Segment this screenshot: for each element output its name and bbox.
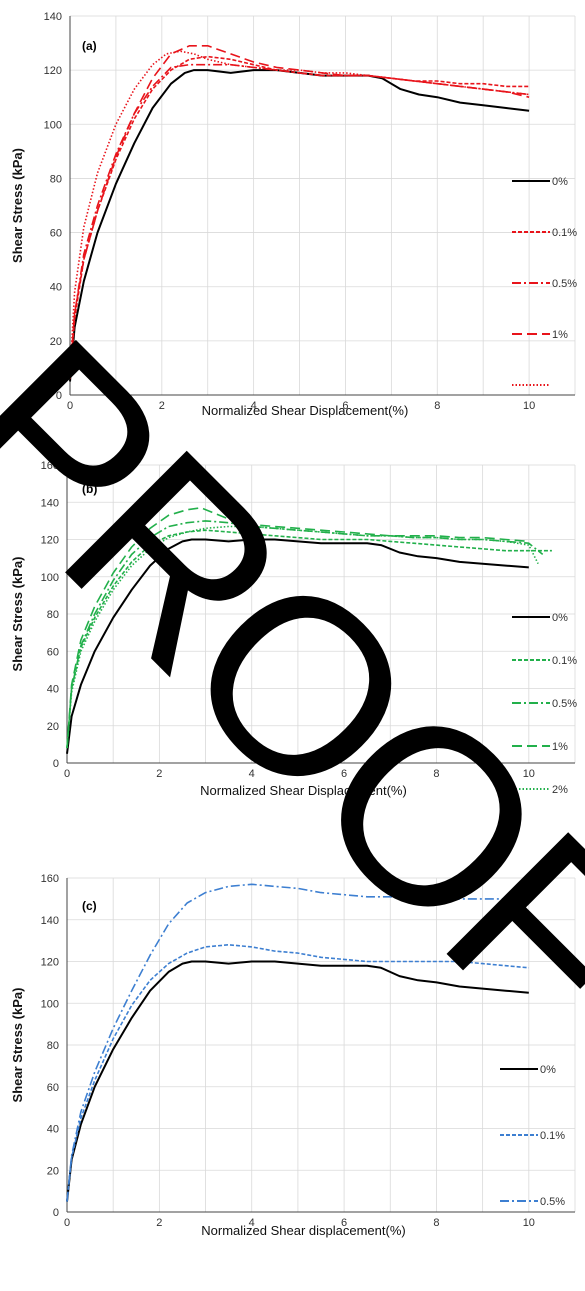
x-axis-label: Normalized Shear Displacement(%): [202, 403, 409, 418]
series-line-2: [66, 883, 529, 1202]
series-line-3: [66, 507, 529, 749]
legend-label-1: 0.1%: [552, 655, 577, 667]
y-tick-label: 40: [50, 282, 62, 294]
y-tick-label: 40: [47, 684, 59, 696]
x-tick-label: 0: [67, 400, 73, 412]
x-tick-label: 8: [434, 400, 440, 412]
x-tick-label: 6: [342, 400, 348, 412]
y-tick-label: 80: [50, 173, 62, 185]
y-tick-label: 20: [47, 721, 59, 733]
x-tick-label: 10: [523, 400, 535, 412]
series-line-0: [69, 69, 530, 382]
x-tick-label: 2: [156, 1217, 162, 1229]
y-tick-label: 0: [56, 390, 62, 402]
y-tick-label: 140: [41, 915, 59, 927]
legend-label-0: 0%: [552, 612, 568, 624]
legend-label-2: 0.5%: [540, 1196, 565, 1208]
y-tick-label: 60: [47, 1082, 59, 1094]
legend-label-3: 1%: [552, 329, 568, 341]
y-tick-label: 100: [41, 998, 59, 1010]
y-tick-label: 20: [50, 336, 62, 348]
y-tick-label: 100: [44, 119, 62, 131]
y-tick-label: 60: [47, 646, 59, 658]
y-tick-label: 120: [44, 65, 62, 77]
y-tick-label: 140: [44, 11, 62, 23]
x-tick-label: 4: [251, 400, 257, 412]
x-tick-label: 4: [249, 768, 255, 780]
x-tick-label: 8: [433, 768, 439, 780]
x-tick-label: 8: [433, 1217, 439, 1229]
legend-label-2: 0.5%: [552, 278, 577, 290]
series-line-4: [69, 50, 530, 374]
x-tick-label: 10: [523, 1217, 535, 1229]
panel-label: (b): [82, 482, 97, 496]
x-tick-label: 0: [64, 768, 70, 780]
panel-label: (c): [82, 899, 97, 913]
x-tick-label: 0: [64, 1217, 70, 1229]
y-axis-label: Shear Stress (kPa): [10, 148, 25, 263]
series-line-1: [66, 529, 552, 749]
legend-label-2: 0.5%: [552, 698, 577, 710]
legend-label-1: 0.1%: [540, 1130, 565, 1142]
series-line-1: [66, 944, 529, 1202]
y-axis-label: Shear Stress (kPa): [10, 557, 25, 672]
y-tick-label: 0: [53, 758, 59, 770]
y-tick-label: 100: [41, 572, 59, 584]
y-tick-label: 160: [41, 460, 59, 472]
y-tick-label: 120: [41, 957, 59, 969]
x-axis-label: Normalized Shear displacement(%): [201, 1223, 405, 1238]
y-tick-label: 160: [41, 873, 59, 885]
y-tick-label: 80: [47, 609, 59, 621]
legend-label-4: 2%: [552, 784, 568, 796]
panel-label: (a): [82, 39, 97, 53]
series-line-0: [66, 960, 529, 1202]
x-tick-label: 6: [341, 768, 347, 780]
x-tick-label: 6: [341, 1217, 347, 1229]
y-tick-label: 120: [41, 535, 59, 547]
x-tick-label: 4: [249, 1217, 255, 1229]
legend-label-0: 0%: [540, 1064, 556, 1076]
x-tick-label: 2: [159, 400, 165, 412]
y-tick-label: 20: [47, 1165, 59, 1177]
x-axis-label: Normalized Shear Displacement(%): [200, 783, 407, 798]
y-tick-label: 140: [41, 497, 59, 509]
series-line-2: [66, 520, 544, 749]
y-tick-label: 0: [53, 1207, 59, 1219]
y-tick-label: 80: [47, 1040, 59, 1052]
legend-label-1: 0.1%: [552, 227, 577, 239]
x-tick-label: 2: [156, 768, 162, 780]
x-tick-label: 10: [523, 768, 535, 780]
series-line-0: [66, 538, 529, 754]
y-tick-label: 60: [50, 228, 62, 240]
y-axis-label: Shear Stress (kPa): [10, 988, 25, 1103]
legend-label-3: 1%: [552, 741, 568, 753]
legend-label-0: 0%: [552, 176, 568, 188]
y-tick-label: 40: [47, 1124, 59, 1136]
